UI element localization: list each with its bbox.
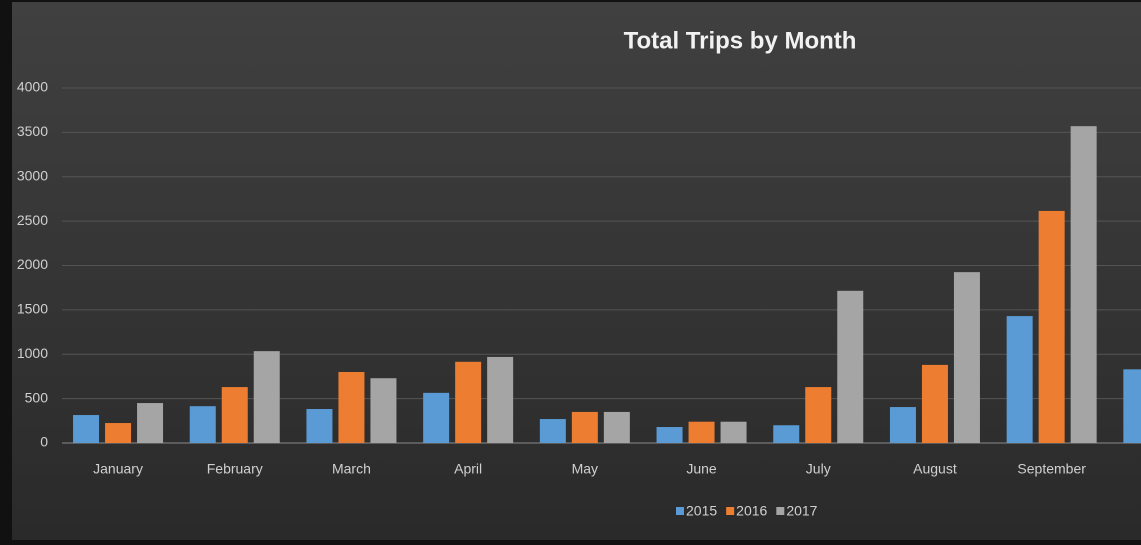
- bar: [370, 378, 397, 443]
- legend-swatch: [726, 507, 735, 515]
- x-tick-label: February: [207, 461, 263, 477]
- bar: [338, 372, 365, 443]
- x-tick-label: April: [454, 461, 482, 477]
- y-tick-label: 3500: [17, 123, 48, 139]
- bar: [253, 351, 280, 443]
- bar: [455, 361, 482, 443]
- bar: [688, 421, 715, 443]
- y-tick-label: 1500: [17, 301, 48, 317]
- bar: [1070, 126, 1097, 443]
- bar: [805, 387, 832, 443]
- y-tick-label: 0: [40, 434, 48, 450]
- x-tick-label: January: [93, 461, 143, 477]
- x-tick-label: August: [913, 461, 957, 477]
- bar: [306, 409, 333, 443]
- y-tick-label: 500: [25, 389, 49, 405]
- y-tick-label: 3000: [17, 167, 48, 183]
- chart-title: Total Trips by Month: [624, 27, 857, 54]
- legend-swatch: [776, 507, 785, 515]
- bar: [773, 425, 800, 443]
- bar: [221, 387, 248, 443]
- legend-swatch: [676, 507, 684, 515]
- bar: [1006, 316, 1033, 443]
- bar: [73, 415, 100, 443]
- bar: [105, 423, 132, 443]
- chart-background: [12, 2, 1141, 540]
- bar: [571, 411, 598, 443]
- bar: [953, 272, 980, 443]
- bar: [837, 290, 864, 443]
- bar: [423, 392, 450, 443]
- bar: [720, 421, 747, 443]
- x-tick-label: March: [332, 461, 371, 477]
- y-tick-label: 4000: [17, 79, 48, 95]
- y-tick-label: 1000: [17, 345, 48, 361]
- x-tick-label: June: [686, 461, 717, 477]
- bar: [137, 403, 164, 443]
- bar: [921, 364, 948, 443]
- x-tick-label: July: [806, 461, 831, 477]
- x-tick-label: September: [1017, 461, 1086, 477]
- bar: [889, 407, 916, 443]
- y-tick-label: 2000: [17, 256, 48, 272]
- bar: [656, 427, 683, 443]
- legend-label: 2017: [786, 503, 817, 519]
- x-tick-label: May: [572, 461, 598, 477]
- y-tick-label: 2500: [17, 212, 48, 228]
- legend-label: 2016: [736, 503, 767, 519]
- bar: [539, 419, 566, 443]
- bar: [603, 411, 630, 443]
- bar: [487, 356, 514, 443]
- bar: [1123, 369, 1141, 443]
- bar: [1038, 210, 1065, 443]
- bar: [189, 406, 216, 443]
- legend-label: 2015: [686, 503, 717, 519]
